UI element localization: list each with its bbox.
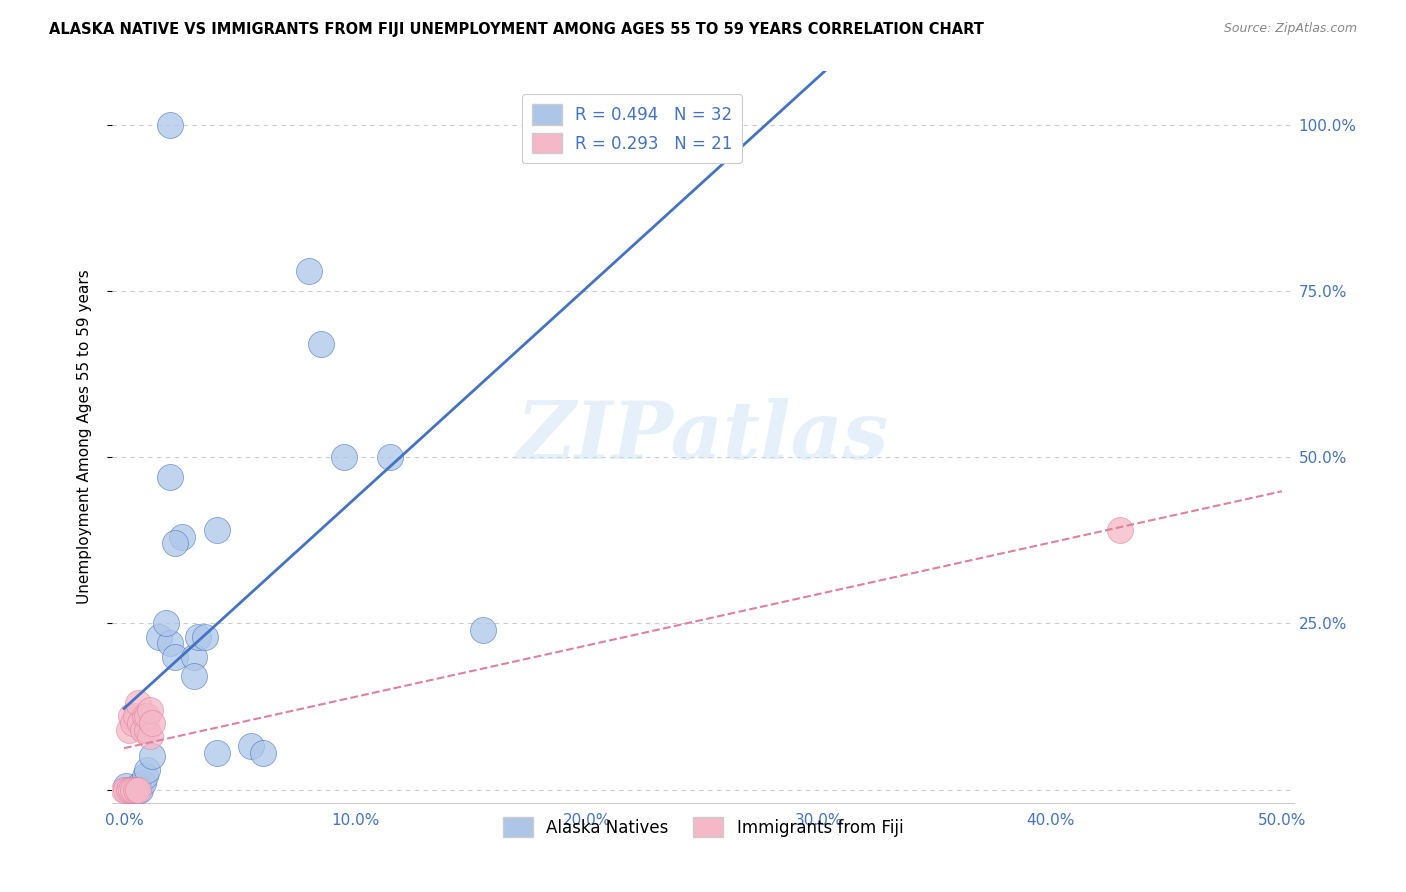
Point xyxy=(205,746,228,760)
Point xyxy=(129,716,152,731)
Point xyxy=(183,649,205,664)
Legend: Alaska Natives, Immigrants from Fiji: Alaska Natives, Immigrants from Fiji xyxy=(495,809,911,846)
Point xyxy=(155,616,177,631)
Point xyxy=(309,337,332,351)
Point xyxy=(129,782,152,797)
Point xyxy=(333,450,356,464)
Point xyxy=(127,779,149,793)
Point xyxy=(120,709,142,723)
Point xyxy=(194,630,217,644)
Point xyxy=(141,716,163,731)
Point xyxy=(138,729,160,743)
Point xyxy=(122,782,145,797)
Point xyxy=(127,782,149,797)
Point xyxy=(148,630,170,644)
Point xyxy=(115,779,138,793)
Y-axis label: Unemployment Among Ages 55 to 59 years: Unemployment Among Ages 55 to 59 years xyxy=(77,269,91,605)
Point xyxy=(134,709,156,723)
Point xyxy=(159,470,181,484)
Point xyxy=(159,118,181,132)
Point xyxy=(183,669,205,683)
Point xyxy=(252,746,274,760)
Point xyxy=(240,739,263,754)
Point xyxy=(170,530,193,544)
Point xyxy=(124,782,146,797)
Point xyxy=(131,776,153,790)
Point xyxy=(120,782,142,797)
Point xyxy=(118,723,141,737)
Point xyxy=(163,536,186,550)
Point xyxy=(122,716,145,731)
Point xyxy=(118,782,141,797)
Point xyxy=(124,782,146,797)
Point xyxy=(136,763,159,777)
Text: ALASKA NATIVE VS IMMIGRANTS FROM FIJI UNEMPLOYMENT AMONG AGES 55 TO 59 YEARS COR: ALASKA NATIVE VS IMMIGRANTS FROM FIJI UN… xyxy=(49,22,984,37)
Point xyxy=(134,769,156,783)
Point xyxy=(112,782,135,797)
Point xyxy=(1108,523,1130,537)
Point xyxy=(118,782,141,797)
Point xyxy=(120,782,142,797)
Point xyxy=(141,749,163,764)
Point xyxy=(136,723,159,737)
Text: ZIPatlas: ZIPatlas xyxy=(517,399,889,475)
Point xyxy=(115,782,138,797)
Point xyxy=(298,264,321,278)
Point xyxy=(187,630,209,644)
Point xyxy=(122,782,145,797)
Point xyxy=(205,523,228,537)
Point xyxy=(136,709,159,723)
Point xyxy=(163,649,186,664)
Point xyxy=(124,709,146,723)
Point xyxy=(127,696,149,710)
Text: Source: ZipAtlas.com: Source: ZipAtlas.com xyxy=(1223,22,1357,36)
Point xyxy=(138,703,160,717)
Point xyxy=(472,623,495,637)
Point xyxy=(131,723,153,737)
Point xyxy=(380,450,402,464)
Point xyxy=(159,636,181,650)
